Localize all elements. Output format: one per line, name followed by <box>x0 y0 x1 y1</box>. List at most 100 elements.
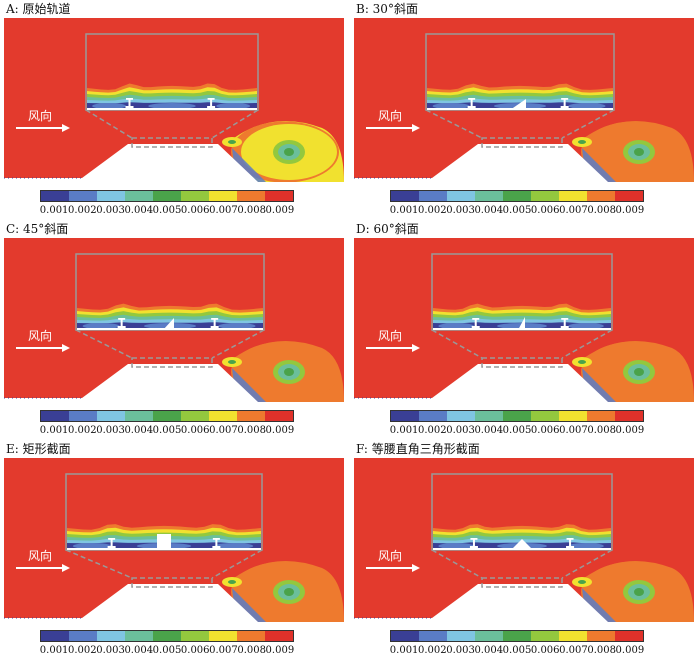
colorbar-swatch <box>531 631 559 641</box>
inset-low-pool <box>432 103 470 109</box>
colorbar-swatch <box>265 191 293 201</box>
colorbar <box>40 630 294 642</box>
track-region-box <box>481 357 563 368</box>
colorbar-tick-label: 0.003 <box>446 205 475 216</box>
colorbar-tick-label: 0.006 <box>530 645 560 656</box>
zoom-connector <box>211 109 259 139</box>
colorbar-swatch <box>209 411 237 421</box>
contour-shape <box>470 99 473 107</box>
colorbar-ticks: 0.001 0.002 0.003 0.004 0.005 0.006 0.007 0.008… <box>390 645 644 657</box>
colorbar-swatch <box>69 411 97 421</box>
rail-icon <box>469 538 478 548</box>
colorbar-tick-label: 0.005 <box>152 645 182 656</box>
colorbar-tick-label: 0.007 <box>559 425 588 436</box>
colorbar <box>40 410 294 422</box>
colorbar-swatch <box>559 411 587 421</box>
colorbar-swatch <box>559 191 587 201</box>
inset-low-pool <box>148 103 196 109</box>
inset-low-pool <box>568 323 604 329</box>
panel-e: E: 矩形截面 风向 0.001 0.002 0.003 0.004 0.005 0.006 0… <box>4 442 344 656</box>
wind-barrier-shape <box>510 99 526 110</box>
wind-arrow-icon <box>366 124 420 132</box>
eddy-contour <box>228 140 236 144</box>
colorbar-swatch <box>69 191 97 201</box>
colorbar-tick-label: 0.005 <box>502 645 532 656</box>
contour-shape <box>561 98 569 100</box>
colorbar-tick-label: 0.001 <box>389 205 419 216</box>
contour-field: 风向 <box>354 18 694 182</box>
colorbar-tick-label: 0.001 <box>39 645 69 656</box>
colorbar-swatch <box>503 411 531 421</box>
colorbar-swatch <box>391 631 419 641</box>
contour-shape <box>207 98 215 100</box>
inset-low-pool <box>218 323 256 329</box>
colorbar-ticks: 0.001 0.002 0.003 0.004 0.005 0.006 0.007 0.008… <box>40 425 294 437</box>
vortex-contour <box>634 368 644 376</box>
colorbar-tick-label: 0.005 <box>152 205 182 216</box>
colorbar-tick-label: 0.008 <box>587 205 616 216</box>
zoom-connector <box>211 329 265 359</box>
contour-shape <box>563 99 566 107</box>
colorbar-tick-label: 0.003 <box>446 645 475 656</box>
panel-title: D: 60°斜面 <box>356 222 419 236</box>
colorbar-swatch <box>41 411 69 421</box>
panel-title: F: 等腰直角三角形截面 <box>356 442 480 456</box>
colorbar-swatch <box>587 411 615 421</box>
colorbar-swatch <box>531 191 559 201</box>
colorbar-tick-label: 0.009 <box>265 205 295 216</box>
contour-shape <box>120 319 123 327</box>
vortex-contour <box>634 588 644 596</box>
vortex-contour <box>284 148 294 156</box>
colorbar-swatch <box>153 411 181 421</box>
colorbar-tick-label: 0.001 <box>39 205 69 216</box>
colorbar-tick-label: 0.003 <box>96 645 125 656</box>
colorbar-swatch <box>237 411 265 421</box>
wind-barrier-shape <box>518 317 525 330</box>
contour-field: 风向 <box>4 458 344 622</box>
contour-shape <box>412 564 420 572</box>
panel-title: B: 30°斜面 <box>356 2 418 16</box>
embankment <box>354 144 608 182</box>
contour-shape <box>210 326 219 328</box>
colorbar-tick-label: 0.008 <box>237 205 266 216</box>
colorbar-ticks: 0.001 0.002 0.003 0.004 0.005 0.006 0.007 0.008… <box>40 205 294 217</box>
colorbar-swatch <box>419 191 447 201</box>
colorbar-tick-label: 0.008 <box>237 425 266 436</box>
colorbar-tick-label: 0.001 <box>389 425 419 436</box>
colorbar-swatch <box>531 411 559 421</box>
colorbar-tick-label: 0.006 <box>180 645 210 656</box>
wind-arrow-icon <box>16 124 70 132</box>
contour-shape <box>561 318 569 320</box>
colorbar-tick-label: 0.008 <box>237 645 266 656</box>
eddy-contour <box>578 140 586 144</box>
colorbar-swatch <box>237 191 265 201</box>
colorbar-swatch <box>475 411 503 421</box>
inset-low-pool <box>82 323 120 329</box>
colorbar-tick-label: 0.002 <box>418 645 447 656</box>
contour-shape <box>118 318 126 320</box>
panel-title: E: 矩形截面 <box>6 442 71 456</box>
vortex-contour <box>284 588 294 596</box>
colorbar-tick-label: 0.004 <box>474 425 504 436</box>
contour-shape <box>213 319 216 327</box>
embankment <box>354 584 608 622</box>
colorbar-tick-label: 0.004 <box>474 645 504 656</box>
colorbar-tick-label: 0.006 <box>180 205 210 216</box>
contour-shape <box>62 124 70 132</box>
colorbar-tick-label: 0.002 <box>68 425 97 436</box>
contour-shape <box>128 99 131 107</box>
contour-shape <box>215 539 218 547</box>
colorbar-swatch <box>391 411 419 421</box>
colorbar-swatch <box>447 631 475 641</box>
rail-icon <box>471 318 480 328</box>
contour-shape <box>560 106 569 108</box>
colorbar-tick-label: 0.009 <box>265 425 295 436</box>
colorbar-swatch <box>237 631 265 641</box>
contour-shape <box>470 538 478 540</box>
contour-shape <box>467 106 476 108</box>
contour-shape <box>212 538 220 540</box>
contour-shape <box>62 344 70 352</box>
eddy-contour <box>228 580 236 584</box>
zoom-connector <box>85 109 133 139</box>
colorbar-tick-label: 0.005 <box>152 425 182 436</box>
